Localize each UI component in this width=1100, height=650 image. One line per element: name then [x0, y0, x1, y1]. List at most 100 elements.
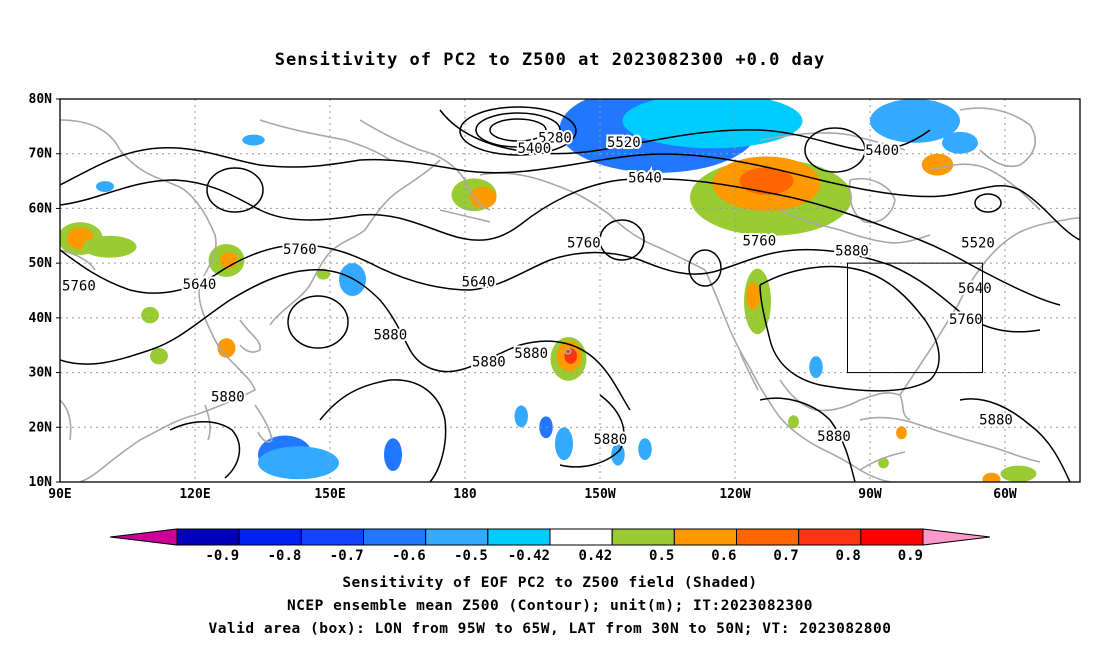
- shaded-region: [555, 427, 573, 461]
- colorbar-tick-label: -0.7: [330, 548, 364, 564]
- shaded-region: [896, 426, 907, 440]
- shaded-region: [878, 457, 889, 469]
- colorbar-swatch: [798, 528, 862, 546]
- shaded-region: [469, 186, 497, 209]
- map-title: Sensitivity of PC2 to Z500 at 2023082300…: [274, 50, 826, 70]
- shaded-region: [96, 181, 114, 193]
- contour-label: 5880: [979, 413, 1013, 429]
- colorbar-tick-label: -0.6: [392, 548, 426, 564]
- contour-label: 5880: [472, 355, 506, 371]
- colorbar-tick-label: 0.9: [898, 548, 923, 564]
- shaded-region: [809, 356, 823, 379]
- colorbar-tick-label: 0.6: [711, 548, 736, 564]
- shaded-region: [258, 446, 339, 480]
- contour-label: 5640: [462, 274, 496, 290]
- contour-label: 5640: [628, 170, 662, 186]
- longitude-labels: 90E 120E 150E 180 150W 120W 90W 60W: [48, 487, 1017, 502]
- lon-label: 150E: [314, 487, 345, 502]
- contour-label: 5640: [958, 281, 992, 297]
- shaded-region: [870, 99, 960, 143]
- shaded-region: [611, 443, 625, 466]
- shaded-region: [638, 438, 652, 461]
- sensitivity-shading: [60, 99, 1037, 482]
- caption-contour: NCEP ensemble mean Z500 (Contour); unit(…: [286, 598, 814, 614]
- lon-label: 60W: [993, 487, 1017, 502]
- colorbar-tick-label: -0.9: [205, 548, 239, 564]
- shaded-region: [217, 338, 236, 358]
- coastlines: [60, 107, 1080, 482]
- colorbar-tick-label: 0.8: [836, 548, 861, 564]
- contour-label: 5760: [949, 312, 983, 328]
- lon-label: 90E: [48, 487, 71, 502]
- colorbar-swatch: [611, 528, 675, 546]
- shaded-region: [150, 347, 168, 365]
- colorbar-swatch: [860, 528, 924, 546]
- shaded-region: [1000, 465, 1037, 482]
- shaded-region: [339, 263, 366, 296]
- colorbar-swatch: [549, 528, 613, 546]
- map-frame: [59, 98, 1081, 483]
- lon-label: 90W: [858, 487, 882, 502]
- colorbar-tick-label: -0.42: [508, 548, 550, 564]
- colorbar-arrow-high: [922, 528, 991, 546]
- lat-label: 40N: [29, 311, 53, 326]
- shaded-region: [788, 415, 799, 429]
- contour-label: 5760: [742, 233, 776, 249]
- shaded-region: [242, 134, 265, 146]
- colorbar-swatch: [176, 528, 240, 546]
- shaded-region: [942, 131, 978, 154]
- contour-label: 5280: [538, 130, 572, 146]
- contour-label: 5760: [567, 235, 601, 251]
- colorbar-tick-label: -0.5: [454, 548, 488, 564]
- contour-label: 5880: [835, 244, 869, 260]
- contour-label: 5880: [817, 429, 851, 445]
- lat-label: 10N: [29, 475, 53, 490]
- shaded-region: [316, 268, 330, 280]
- colorbar-swatch: [300, 528, 365, 546]
- valid-area-box: [847, 262, 983, 374]
- colorbar-arrow-low: [109, 528, 178, 546]
- shaded-region: [746, 282, 760, 310]
- contour-label: 5400: [865, 143, 899, 159]
- contour-label: 5520: [961, 235, 995, 251]
- colorbar-tick-label: 0.5: [649, 548, 674, 564]
- caption-valid-area: Valid area (box): LON from 95W to 65W, L…: [208, 621, 892, 637]
- z500-contours: [60, 106, 1080, 482]
- lon-label: 120E: [179, 487, 210, 502]
- colorbar-swatch: [487, 528, 551, 546]
- caption-shading: Sensitivity of EOF PC2 to Z500 field (Sh…: [342, 575, 758, 591]
- latitude-labels: 80N 70N 60N 50N 40N 30N 20N 10N: [29, 92, 60, 490]
- shaded-region: [982, 472, 1001, 482]
- colorbar-swatch: [673, 528, 737, 546]
- colorbar-tick-label: -0.8: [268, 548, 302, 564]
- shaded-region: [564, 348, 578, 364]
- shaded-region: [514, 405, 528, 428]
- shaded-region: [739, 167, 794, 195]
- colorbar-tick-label: 0.42: [578, 548, 612, 564]
- shaded-region: [622, 99, 803, 149]
- contour-label: 5520: [607, 135, 641, 151]
- colorbar-tick-label: 0.7: [773, 548, 798, 564]
- contour-label: 5880: [593, 432, 627, 448]
- colorbar-swatch: [425, 528, 489, 546]
- lat-lon-grid: [60, 99, 1080, 482]
- contour-label: 5400: [517, 141, 551, 157]
- colorbar-swatch: [238, 528, 302, 546]
- contour-label: 5640: [183, 277, 217, 293]
- shaded-region: [82, 235, 137, 258]
- colorbar-swatch: [363, 528, 427, 546]
- lat-label: 20N: [29, 420, 53, 435]
- lat-label: 70N: [29, 147, 53, 162]
- lon-label: 180: [453, 487, 477, 502]
- contour-label: 5880: [514, 346, 548, 362]
- shaded-region: [921, 153, 954, 176]
- contour-label: 5880: [373, 327, 407, 343]
- shaded-region: [384, 438, 402, 472]
- colorbar-swatch: [736, 528, 800, 546]
- contour-label: 5880: [211, 390, 245, 406]
- lon-label: 120W: [719, 487, 750, 502]
- contour-label: 5760: [283, 242, 317, 258]
- lat-label: 60N: [29, 201, 53, 216]
